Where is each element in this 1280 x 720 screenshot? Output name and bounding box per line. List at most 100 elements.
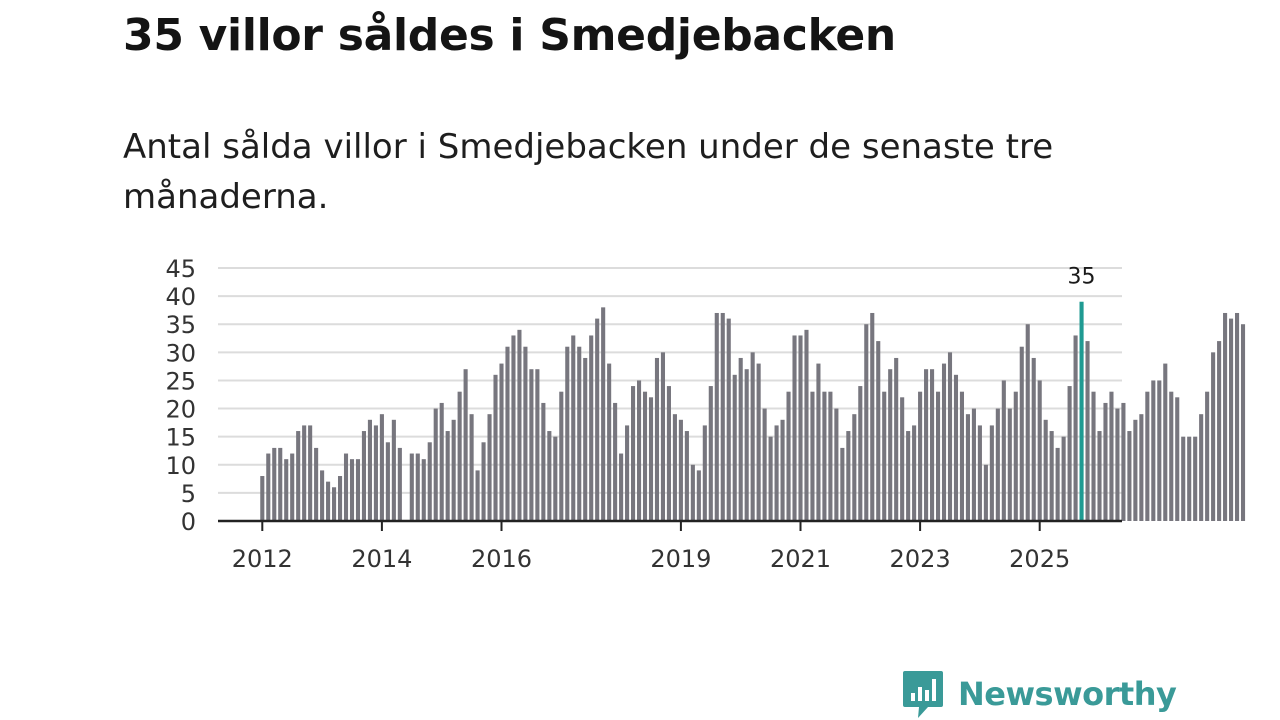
bar xyxy=(1199,414,1204,521)
bar xyxy=(1145,391,1150,521)
bar xyxy=(798,335,803,521)
bar xyxy=(1037,380,1042,521)
bar xyxy=(864,324,869,521)
newsworthy-wordmark: Newsworthy xyxy=(958,675,1177,713)
bar xyxy=(756,363,761,521)
bar xyxy=(672,414,677,521)
bar xyxy=(1043,419,1048,521)
y-tick-label: 15 xyxy=(165,424,196,452)
bar xyxy=(995,408,1000,521)
y-tick-label: 35 xyxy=(165,311,196,339)
highlight-bar xyxy=(1079,301,1084,521)
bar xyxy=(511,335,516,521)
bar xyxy=(1049,431,1054,521)
bar xyxy=(361,431,367,521)
bar xyxy=(475,470,480,521)
y-tick-label: 40 xyxy=(165,283,196,311)
bar xyxy=(1073,335,1078,521)
bar xyxy=(326,481,331,521)
bar xyxy=(768,436,773,521)
bar xyxy=(565,346,570,521)
bar xyxy=(648,397,654,521)
x-tick-label: 2023 xyxy=(890,545,951,573)
bar xyxy=(320,470,325,521)
bar xyxy=(1223,312,1228,521)
bar xyxy=(1234,312,1240,521)
bar xyxy=(690,464,695,521)
bar xyxy=(583,357,588,521)
bar xyxy=(613,402,618,521)
bar xyxy=(702,425,707,521)
bar xyxy=(457,391,462,521)
bar xyxy=(971,408,976,521)
bar xyxy=(421,459,426,521)
bar xyxy=(1240,324,1246,521)
bar xyxy=(367,419,372,521)
bar xyxy=(726,318,731,521)
bar xyxy=(1187,436,1192,521)
bar xyxy=(541,402,546,521)
bar xyxy=(290,453,295,521)
chart-title: 35 villor såldes i Smedjebacken xyxy=(123,10,896,61)
bar xyxy=(882,391,887,521)
bar xyxy=(654,357,660,521)
bar-series xyxy=(260,301,1246,521)
bar xyxy=(1151,380,1156,521)
bar xyxy=(941,363,947,521)
bar xyxy=(965,414,970,521)
bar xyxy=(738,357,743,521)
y-tick-label: 0 xyxy=(181,508,196,536)
bar xyxy=(1091,391,1096,521)
bar xyxy=(547,431,552,521)
bar xyxy=(786,391,791,521)
y-tick-label: 20 xyxy=(165,396,196,424)
bar xyxy=(678,419,683,521)
bar xyxy=(983,464,988,521)
bar xyxy=(720,312,725,521)
bar xyxy=(445,431,450,521)
bar xyxy=(1085,341,1090,521)
bar xyxy=(684,431,689,521)
bar xyxy=(1139,414,1144,521)
bar xyxy=(1229,318,1234,521)
bar xyxy=(415,453,420,521)
bar xyxy=(1175,397,1180,521)
y-tick-label: 45 xyxy=(165,255,196,283)
bar xyxy=(296,431,301,521)
bar xyxy=(1115,408,1120,521)
bar xyxy=(696,470,701,521)
bar xyxy=(409,453,414,521)
bar xyxy=(840,447,845,521)
bar xyxy=(1181,436,1186,521)
bar xyxy=(894,357,899,521)
bar xyxy=(1025,324,1030,521)
bar xyxy=(523,346,528,521)
bar xyxy=(379,414,384,521)
x-tick-label: 2014 xyxy=(351,545,412,573)
bar xyxy=(1055,447,1060,521)
bar xyxy=(876,341,881,521)
latest-value-callout: 35 xyxy=(1068,265,1096,290)
bar xyxy=(816,363,821,521)
y-tick-label: 30 xyxy=(165,339,196,367)
bar xyxy=(762,408,767,521)
x-tick-label: 2019 xyxy=(650,545,711,573)
x-tick-label: 2012 xyxy=(232,545,293,573)
bar xyxy=(439,402,444,521)
bar xyxy=(463,369,468,521)
bar xyxy=(1067,386,1072,521)
bar xyxy=(834,408,839,521)
bar xyxy=(284,459,289,521)
bar xyxy=(589,335,594,521)
bar xyxy=(451,419,456,521)
y-tick-label: 10 xyxy=(165,452,196,480)
bar xyxy=(385,442,390,521)
bar xyxy=(535,369,540,521)
bar xyxy=(744,369,749,521)
bar xyxy=(1031,357,1036,521)
bar xyxy=(595,318,600,521)
bar xyxy=(810,391,815,521)
bar xyxy=(553,436,558,521)
bar xyxy=(481,442,486,521)
